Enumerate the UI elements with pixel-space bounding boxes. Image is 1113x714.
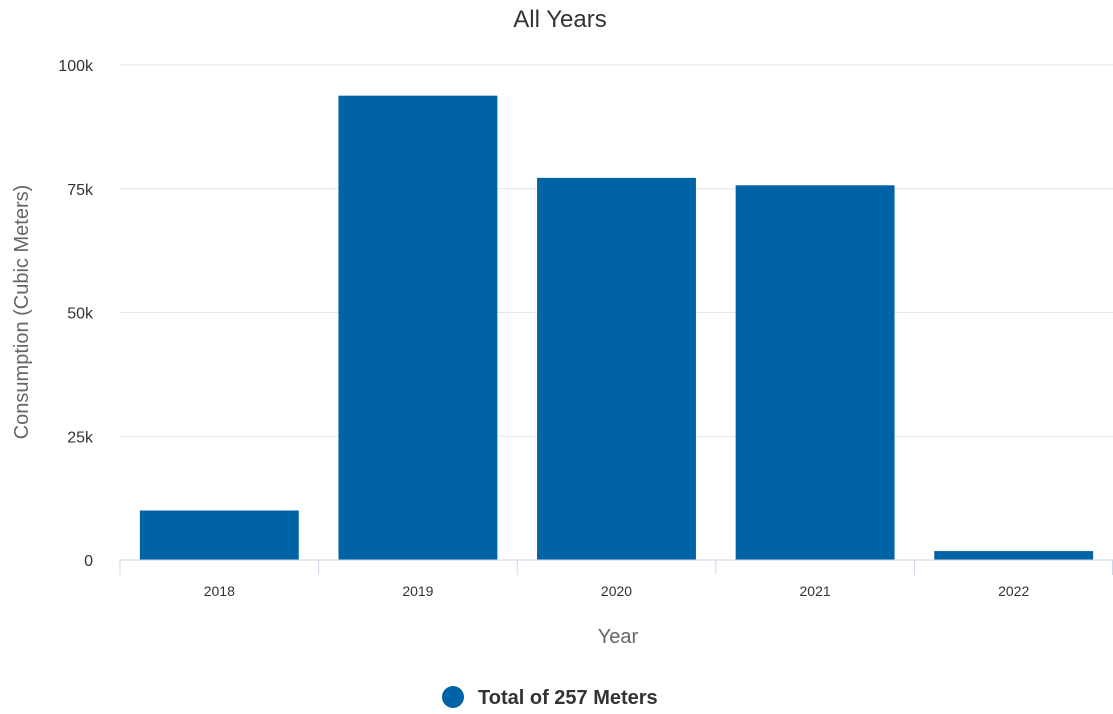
chart-title: All Years (513, 6, 606, 33)
legend-label[interactable]: Total of 257 Meters (478, 687, 658, 709)
x-tick-label: 2020 (601, 583, 632, 599)
bar-2021[interactable] (735, 185, 895, 560)
x-tick-label: 2019 (402, 583, 433, 599)
y-tick-label: 25k (67, 429, 94, 446)
y-tick-label: 100k (58, 58, 94, 75)
x-tick-label: 2021 (800, 583, 831, 599)
y-axis-title: Consumption (Cubic Meters) (11, 185, 33, 440)
y-tick-label: 0 (84, 553, 93, 570)
bar-2019[interactable] (338, 95, 498, 560)
legend-marker-icon[interactable] (442, 686, 464, 708)
y-axis-tick-labels: 0 25k 50k 75k 100k (58, 58, 94, 570)
bar-2018[interactable] (139, 510, 299, 561)
x-axis-title: Year (598, 626, 639, 648)
bar-2020[interactable] (537, 177, 696, 561)
x-axis-tick-labels: 2018 2019 2020 2021 2022 (204, 583, 1030, 599)
y-tick-label: 50k (67, 306, 94, 323)
bar-2022[interactable] (934, 551, 1094, 560)
legend[interactable]: Total of 257 Meters (442, 686, 658, 709)
x-tick-label: 2018 (204, 583, 235, 599)
x-tick-label: 2022 (998, 583, 1029, 599)
y-tick-label: 75k (67, 182, 94, 199)
x-axis-ticks (119, 560, 1113, 575)
bars[interactable] (139, 95, 1094, 561)
